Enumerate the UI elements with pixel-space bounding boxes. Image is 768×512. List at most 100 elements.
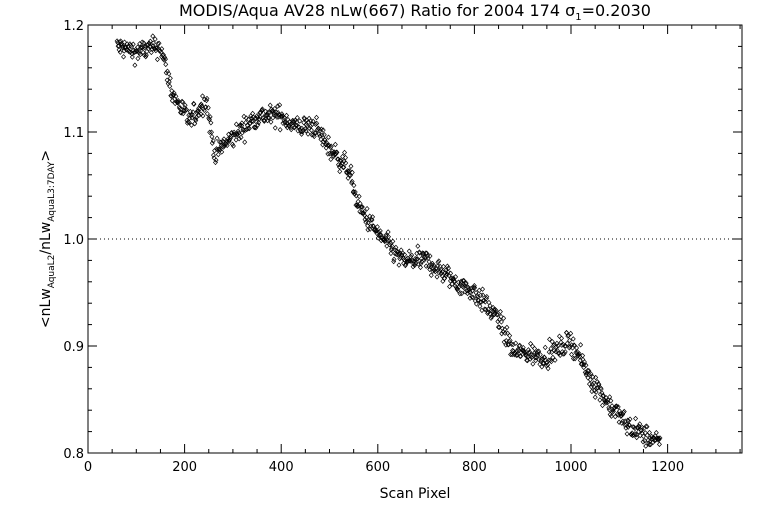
data-points: [114, 33, 663, 449]
data-point: [480, 286, 486, 292]
data-point: [457, 290, 463, 297]
data-point: [447, 283, 453, 290]
data-point: [539, 364, 545, 370]
data-point: [227, 137, 232, 143]
data-point: [166, 71, 172, 77]
data-point: [362, 216, 368, 223]
data-point: [150, 33, 156, 39]
data-point: [205, 105, 211, 111]
data-point: [377, 228, 383, 234]
data-point: [420, 250, 426, 256]
chart-title-subscript: 1: [575, 12, 582, 24]
data-point: [390, 238, 396, 245]
data-point: [397, 255, 403, 262]
data-point: [347, 172, 353, 179]
data-point: [648, 441, 654, 448]
axis-ticks: [87, 24, 742, 454]
data-point: [542, 354, 548, 361]
data-point: [180, 99, 186, 105]
data-point: [656, 441, 662, 448]
data-point: [614, 403, 620, 409]
data-point: [155, 41, 161, 47]
data-point: [547, 336, 553, 343]
chart-title: MODIS/Aqua AV28 nLw(667) Ratio for 2004 …: [88, 1, 742, 23]
data-point: [585, 367, 591, 374]
data-point: [136, 48, 142, 54]
data-point: [128, 42, 134, 49]
data-point: [319, 132, 325, 138]
data-point: [211, 152, 216, 158]
data-point: [570, 355, 576, 362]
data-point: [646, 440, 652, 446]
data-point: [363, 214, 369, 221]
data-point: [527, 349, 533, 355]
data-point: [374, 224, 380, 230]
data-point: [489, 313, 495, 320]
data-point: [204, 111, 210, 117]
data-point: [373, 228, 379, 234]
data-point: [345, 168, 351, 174]
data-point: [356, 193, 362, 200]
data-point: [444, 263, 450, 269]
data-point: [446, 265, 451, 271]
data-point: [324, 140, 330, 146]
data-point: [213, 157, 219, 163]
data-point: [415, 256, 421, 262]
data-point: [439, 273, 445, 279]
data-point: [514, 352, 520, 358]
data-point: [634, 434, 640, 441]
data-point: [643, 443, 649, 449]
data-point: [558, 339, 564, 346]
data-point: [432, 267, 438, 273]
data-point: [509, 341, 515, 347]
data-point: [462, 289, 468, 295]
data-point: [469, 294, 475, 300]
data-point: [162, 54, 168, 61]
data-point: [415, 261, 421, 267]
data-point: [194, 109, 200, 116]
data-point: [549, 338, 555, 345]
data-point: [339, 160, 345, 166]
data-point: [459, 290, 465, 297]
data-point: [543, 357, 549, 363]
data-point: [535, 348, 540, 355]
data-point: [302, 126, 308, 132]
data-point: [434, 274, 440, 280]
data-point: [177, 105, 183, 112]
data-point: [336, 164, 342, 170]
data-point: [567, 337, 573, 344]
data-point: [235, 128, 241, 134]
data-point: [488, 315, 494, 321]
data-point: [193, 114, 199, 121]
data-point: [279, 111, 285, 117]
data-point: [224, 142, 230, 149]
data-point: [117, 49, 123, 55]
data-point: [597, 391, 603, 397]
data-point: [495, 312, 500, 318]
data-point: [284, 112, 290, 119]
data-point: [127, 49, 133, 55]
data-point: [147, 38, 153, 45]
data-point: [387, 241, 393, 248]
data-point: [564, 340, 570, 347]
y-axis-title: <nLwAquaL2/nLwAquaL3:7DAY>: [38, 150, 57, 328]
data-point: [230, 143, 236, 149]
data-point: [207, 129, 213, 136]
data-point: [256, 119, 262, 126]
data-point: [369, 217, 375, 223]
data-point: [272, 125, 278, 131]
data-point: [568, 330, 574, 337]
data-point: [528, 340, 534, 347]
data-point: [239, 122, 245, 129]
data-point: [191, 101, 197, 107]
data-point: [562, 349, 568, 355]
tick-labels: 0 200 400 600 800 1000 1200 0.8 0.9 1.0 1.1 1.2: [63, 19, 684, 475]
data-point: [314, 114, 319, 121]
data-point: [129, 54, 135, 60]
data-point: [294, 115, 300, 121]
data-point: [656, 436, 662, 443]
data-point: [143, 52, 149, 58]
data-point: [229, 129, 235, 136]
data-point: [318, 136, 324, 143]
data-point: [137, 51, 143, 58]
